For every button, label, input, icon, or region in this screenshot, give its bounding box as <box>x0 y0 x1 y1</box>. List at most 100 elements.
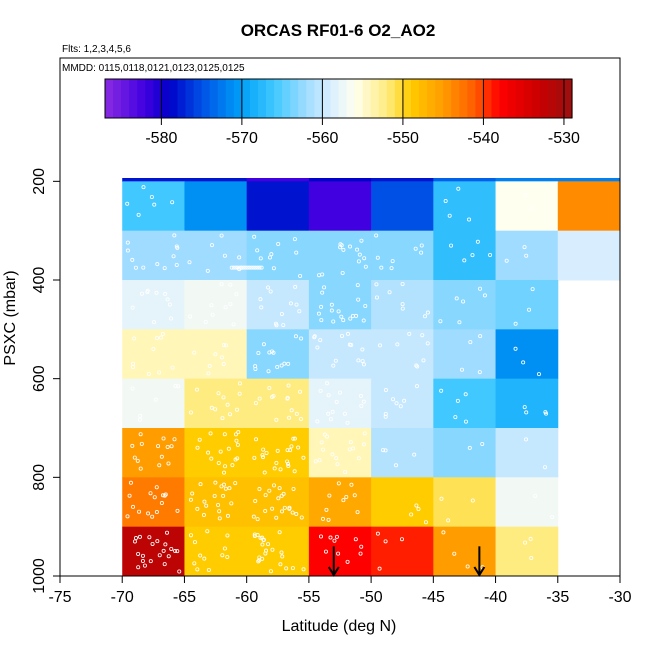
observation-point <box>249 168 254 173</box>
observation-point <box>230 463 235 468</box>
observation-point <box>348 316 353 321</box>
observation-point <box>327 169 332 174</box>
heatmap-cell <box>371 329 434 380</box>
observation-point <box>287 506 292 511</box>
observation-point <box>326 517 331 522</box>
observation-point <box>422 314 427 319</box>
colorbar-segment <box>217 79 227 118</box>
observation-point <box>225 554 230 559</box>
colorbar-segment <box>209 79 219 118</box>
colorbar-segment <box>443 79 452 118</box>
observation-point <box>128 480 133 485</box>
observation-point <box>132 336 137 341</box>
observation-point <box>269 252 274 257</box>
observation-point <box>146 371 151 376</box>
observation-point <box>136 212 141 217</box>
observation-point <box>285 395 290 400</box>
observation-point <box>125 248 130 253</box>
observation-point <box>320 290 325 295</box>
observation-point <box>253 168 258 173</box>
observation-point <box>199 168 204 173</box>
observation-point <box>454 296 459 301</box>
observation-point <box>337 390 342 395</box>
observation-point <box>263 493 268 498</box>
heatmap-cell <box>246 178 310 182</box>
observation-point <box>319 440 324 445</box>
observation-point <box>208 431 213 436</box>
observation-point <box>148 168 153 173</box>
observation-point <box>421 358 426 363</box>
heatmap-cell <box>433 526 497 577</box>
observation-point <box>268 289 273 294</box>
observation-point <box>521 169 526 174</box>
observation-point <box>264 548 269 553</box>
observation-point <box>289 444 294 449</box>
observation-point <box>294 411 299 416</box>
observation-point <box>318 338 323 343</box>
observation-point <box>544 411 549 416</box>
colorbar-segment <box>233 79 243 118</box>
observation-point <box>221 342 226 347</box>
observation-point <box>535 169 540 174</box>
observation-point <box>383 448 388 453</box>
observation-point <box>342 411 347 416</box>
observation-point <box>413 246 418 251</box>
observation-point <box>212 494 217 499</box>
observation-point <box>175 549 180 554</box>
observation-point <box>195 387 200 392</box>
observation-point <box>525 169 530 174</box>
observation-point <box>330 409 335 414</box>
observation-point <box>231 265 236 270</box>
observation-point <box>130 305 135 310</box>
observation-point <box>170 200 175 205</box>
observation-point <box>209 456 214 461</box>
observation-point <box>222 470 227 475</box>
observation-point <box>400 302 405 307</box>
observation-point <box>173 168 178 173</box>
observation-point <box>206 450 211 455</box>
observation-point <box>550 514 555 519</box>
observation-point <box>172 437 177 442</box>
y-axis: 200 400 600 800 1000 <box>31 168 61 594</box>
observation-point <box>362 256 367 261</box>
colorbar-segment <box>507 79 517 118</box>
observation-point <box>204 503 209 508</box>
observation-point <box>154 485 159 490</box>
observation-point <box>286 464 291 469</box>
y-tick-label: 800 <box>31 464 48 491</box>
observation-point <box>349 343 354 348</box>
observation-point <box>299 515 304 520</box>
observation-point <box>237 391 242 396</box>
observation-point <box>294 250 299 255</box>
observation-point <box>217 516 222 521</box>
observation-point <box>330 452 335 457</box>
observation-point <box>290 510 295 515</box>
observation-point <box>169 444 174 449</box>
colorbar: -580 -570 -560 -550 -540 -530 <box>104 78 580 147</box>
observation-point <box>478 286 483 291</box>
observation-point <box>338 242 343 247</box>
observation-point <box>301 567 306 572</box>
observation-point <box>174 262 179 267</box>
heatmap-cell <box>557 178 621 182</box>
observation-point <box>192 350 197 355</box>
observation-point <box>279 363 284 368</box>
heatmap-cell <box>495 329 559 380</box>
observation-point <box>390 259 395 264</box>
observation-point <box>271 168 276 173</box>
observation-point <box>345 420 350 425</box>
observation-point <box>256 351 261 356</box>
observation-point <box>361 399 366 404</box>
observation-point <box>131 504 136 509</box>
colorbar-segment <box>523 79 533 118</box>
observation-point <box>331 363 336 368</box>
observation-point <box>138 413 143 418</box>
heatmap-cell <box>184 526 248 577</box>
observation-point <box>352 493 357 498</box>
observation-point <box>279 311 284 316</box>
observation-point <box>339 314 344 319</box>
colorbar-segment <box>394 79 404 118</box>
chart-title: ORCAS RF01-6 O2_AO2 <box>241 21 436 40</box>
observation-point <box>165 444 170 449</box>
observation-point <box>543 169 548 174</box>
